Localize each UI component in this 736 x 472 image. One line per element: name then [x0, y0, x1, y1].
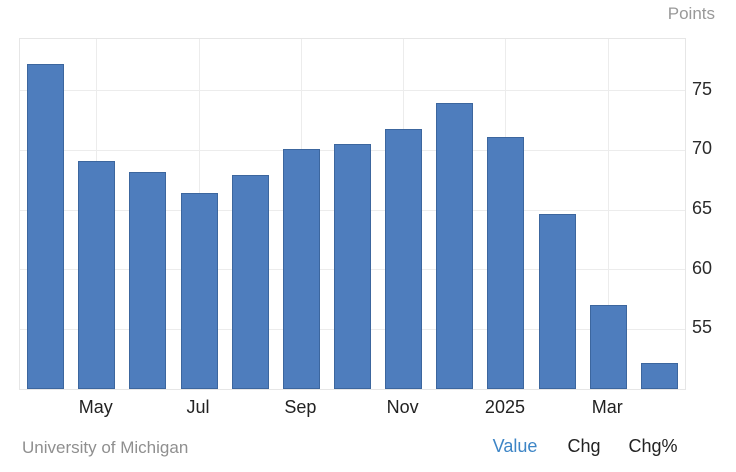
x-axis-tick-2025: 2025 — [484, 397, 525, 417]
y-axis-tick-60: 60 — [692, 257, 713, 278]
bar-mar-2025[interactable] — [589, 305, 627, 389]
bar-aug-2024[interactable] — [231, 175, 269, 389]
bar-oct-2024[interactable] — [334, 144, 371, 389]
tab-value[interactable]: Value — [492, 436, 538, 456]
bar-jul-2024[interactable] — [180, 193, 218, 389]
chart-plot-area — [19, 38, 686, 390]
x-axis-tick-jul: Jul — [186, 397, 210, 417]
bar-may-2024[interactable] — [78, 161, 116, 389]
bar-apr-2025[interactable] — [640, 363, 678, 389]
tab-chg[interactable]: Chg — [567, 436, 601, 456]
gridline-x-mar — [608, 39, 609, 389]
bar-sep-2024[interactable] — [282, 149, 320, 389]
y-axis-tick-70: 70 — [692, 138, 713, 159]
y-axis-units-label: Points — [667, 4, 715, 23]
bar-apr-2024[interactable] — [27, 64, 65, 389]
y-axis-tick-65: 65 — [692, 198, 713, 218]
gridline-y-75 — [20, 90, 685, 91]
x-axis-tick-mar: Mar — [591, 397, 623, 417]
y-axis-tick-55: 55 — [692, 317, 713, 338]
bar-nov-2024[interactable] — [385, 129, 423, 389]
source-attribution: University of Michigan — [22, 438, 189, 457]
bar-feb-2025[interactable] — [538, 214, 576, 389]
bar-dec-2024[interactable] — [436, 103, 474, 389]
bar-jan-2025[interactable] — [487, 137, 525, 389]
x-axis-tick-nov: Nov — [386, 397, 419, 417]
x-axis-tick-sep: Sep — [284, 397, 317, 417]
x-axis-tick-may: May — [78, 397, 113, 417]
tab-chg-pct[interactable]: Chg% — [628, 436, 678, 456]
bar-jun-2024[interactable] — [129, 172, 167, 389]
y-axis-tick-75: 75 — [692, 78, 713, 99]
